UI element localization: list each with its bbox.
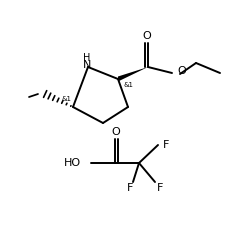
Text: &1: &1 [124,82,134,88]
Text: F: F [127,183,133,193]
Text: O: O [177,66,186,76]
Text: &1: &1 [61,96,71,102]
Text: HO: HO [64,158,81,168]
Text: F: F [163,140,169,150]
Text: O: O [112,127,120,137]
Text: H: H [83,53,91,63]
Text: F: F [157,183,163,193]
Polygon shape [118,67,148,82]
Text: N: N [83,60,91,70]
Text: O: O [143,31,151,41]
